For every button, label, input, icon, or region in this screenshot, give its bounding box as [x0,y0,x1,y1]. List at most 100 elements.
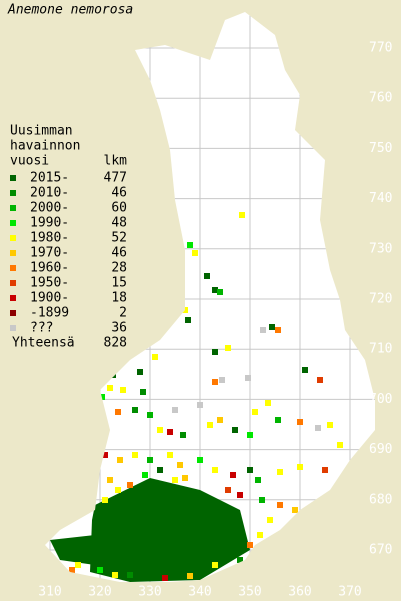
observation-square [132,452,138,458]
x-axis-label: 310 [38,585,61,600]
observation-square [147,457,153,463]
observation-square [232,427,238,433]
y-axis-label: 720 [369,292,392,307]
observation-square [275,417,281,423]
observation-square [102,497,108,503]
legend-swatch [10,325,16,331]
observation-square [212,287,218,293]
legend: Uusimman havainnon vuosi lkm Yhteensä 82… [10,124,127,351]
observation-square [172,477,178,483]
observation-square [187,242,193,248]
dense-area [90,478,250,582]
observation-square [245,375,251,381]
legend-label: 1900- [30,291,69,306]
observation-square [147,412,153,418]
title: Anemone nemorosa [7,3,133,18]
legend-swatch [10,295,16,301]
legend-swatch [10,235,16,241]
observation-square [152,354,158,360]
observation-square [267,517,273,523]
observation-square [197,402,203,408]
observation-square [247,467,253,473]
y-axis-label: 690 [369,442,392,457]
observation-square [167,452,173,458]
legend-count: 60 [111,201,127,216]
observation-square [265,400,271,406]
observation-square [212,379,218,385]
legend-swatch [10,280,16,286]
observation-square [140,389,146,395]
legend-count: 477 [104,171,127,186]
legend-header: Uusimman [10,124,73,139]
y-axis-label: 760 [369,91,392,106]
observation-square [260,327,266,333]
observation-square [197,457,203,463]
observation-square [157,467,163,473]
legend-label: -1899 [30,306,69,321]
total-count: 828 [104,336,127,351]
y-axis-label: 750 [369,141,392,156]
observation-square [180,432,186,438]
x-axis-label: 340 [188,585,211,600]
observation-square [204,273,210,279]
observation-square [117,457,123,463]
observation-square [277,502,283,508]
y-axis-label: 670 [369,543,392,558]
y-axis-label: 700 [369,392,392,407]
observation-square [217,417,223,423]
dense-area [50,535,95,565]
observation-square [167,429,173,435]
y-axis-label: 680 [369,492,392,507]
observations [69,212,343,581]
legend-count: 48 [111,216,127,231]
observation-square [127,572,133,578]
y-axis-label: 730 [369,241,392,256]
legend-label: 1950- [30,276,69,291]
legend-label: 2010- [30,186,69,201]
y-axis-label: 710 [369,342,392,357]
observation-square [115,409,121,415]
observation-square [252,409,258,415]
legend-header: havainnon [10,139,80,154]
legend-count: 18 [111,291,127,306]
x-axis-label: 320 [88,585,111,600]
observation-square [257,532,263,538]
observation-square [177,462,183,468]
observation-square [107,477,113,483]
observation-square [192,250,198,256]
legend-label: 2015- [30,171,69,186]
observation-square [187,573,193,579]
observation-square [182,307,188,313]
legend-count: 46 [111,246,127,261]
observation-square [317,377,323,383]
observation-square [127,482,133,488]
observation-square [259,497,265,503]
legend-label: 2000- [30,201,69,216]
observation-square [132,407,138,413]
observation-square [337,442,343,448]
observation-square [237,492,243,498]
legend-label: 1970- [30,246,69,261]
legend-count: 36 [111,321,127,336]
observation-square [315,425,321,431]
observation-square [157,427,163,433]
observation-square [247,542,253,548]
legend-swatch [10,205,16,211]
observation-square [212,467,218,473]
x-axis-label: 350 [238,585,261,600]
observation-square [207,422,213,428]
observation-square [212,349,218,355]
observation-square [327,422,333,428]
observation-square [102,452,108,458]
legend-swatch [10,310,16,316]
observation-square [120,387,126,393]
observation-square [137,369,143,375]
observation-square [75,562,81,568]
legend-swatch [10,175,16,181]
observation-square [322,467,328,473]
observation-square [302,367,308,373]
y-axis-label: 770 [369,41,392,56]
x-axis-label: 330 [138,585,161,600]
